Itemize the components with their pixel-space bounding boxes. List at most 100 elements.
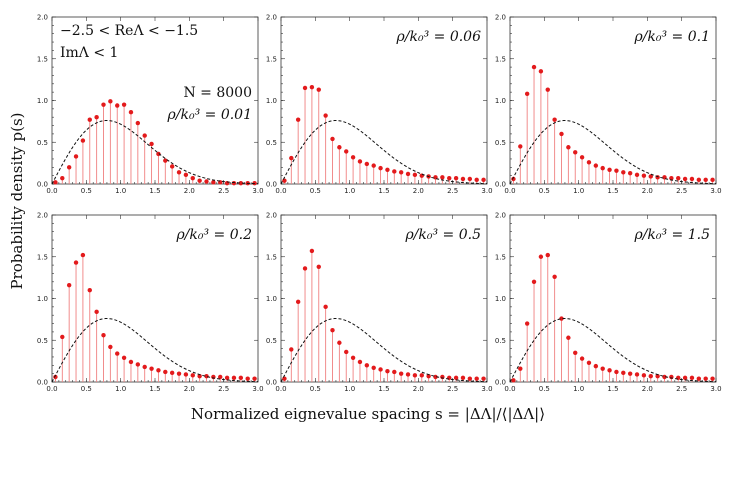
x-tick-label: 2.0 xyxy=(642,385,653,393)
data-point xyxy=(282,376,287,381)
data-point xyxy=(696,376,702,381)
y-tick-label: 1.5 xyxy=(495,253,506,261)
y-tick-label: 1.5 xyxy=(495,55,506,63)
data-point xyxy=(398,371,404,376)
x-tick-label: 2.5 xyxy=(218,385,229,393)
data-point xyxy=(710,177,715,183)
data-point xyxy=(392,369,397,375)
data-point xyxy=(600,165,605,171)
y-tick-label: 0.0 xyxy=(266,181,277,189)
data-point xyxy=(600,366,605,371)
data-point xyxy=(627,170,633,176)
data-point xyxy=(197,178,202,183)
data-point xyxy=(634,372,640,377)
data-point xyxy=(648,174,653,179)
y-tick-label: 2.0 xyxy=(266,14,277,22)
data-point xyxy=(703,376,708,381)
y-tick-label: 1.0 xyxy=(266,295,277,303)
x-tick-label: 0.0 xyxy=(275,385,286,393)
data-point xyxy=(481,177,486,183)
data-point xyxy=(559,316,564,321)
data-point xyxy=(73,260,79,265)
data-point xyxy=(460,375,466,381)
data-point xyxy=(607,167,612,173)
y-tick-label: 2.0 xyxy=(37,212,48,220)
data-point xyxy=(94,115,99,120)
x-tick-label: 0.5 xyxy=(539,187,550,195)
x-tick-label: 2.0 xyxy=(184,187,195,195)
data-point xyxy=(676,175,681,181)
x-tick-label: 3.0 xyxy=(710,385,721,393)
data-point xyxy=(573,350,578,355)
data-point xyxy=(648,373,653,379)
panel-label: ρ/k₀³ = 0.1 xyxy=(633,29,710,45)
data-point xyxy=(323,304,328,310)
y-tick-label: 0.5 xyxy=(266,139,277,147)
x-tick-label: 2.5 xyxy=(447,187,458,195)
data-point xyxy=(66,165,72,170)
data-point xyxy=(330,136,335,142)
data-point xyxy=(80,138,86,143)
panel-note-real-range: −2.5 < ReΛ < −1.5 xyxy=(60,23,198,39)
data-point xyxy=(392,169,397,174)
x-tick-label: 2.0 xyxy=(413,385,424,393)
data-point xyxy=(696,177,702,183)
data-point xyxy=(330,328,335,333)
y-tick-label: 1.5 xyxy=(37,253,48,261)
data-point xyxy=(467,176,473,182)
panel-label: ρ/k₀³ = 1.5 xyxy=(633,227,710,243)
data-point xyxy=(87,287,92,293)
y-tick-label: 1.5 xyxy=(266,253,277,261)
data-point xyxy=(662,374,667,380)
x-tick-label: 3.0 xyxy=(252,385,263,393)
data-point xyxy=(398,170,404,175)
data-point xyxy=(115,351,120,356)
panel-label: ρ/k₀³ = 0.5 xyxy=(404,227,481,243)
data-point xyxy=(474,376,479,381)
data-point xyxy=(128,109,134,115)
data-point xyxy=(552,117,557,122)
data-point xyxy=(204,179,209,184)
data-point xyxy=(135,362,141,367)
data-point xyxy=(621,170,626,175)
data-point xyxy=(545,87,550,92)
data-point xyxy=(66,282,72,288)
data-point xyxy=(433,374,438,380)
data-point xyxy=(101,333,106,338)
data-point xyxy=(405,171,411,177)
data-point xyxy=(586,160,592,165)
data-point xyxy=(566,335,571,340)
data-point xyxy=(115,103,120,108)
data-point xyxy=(710,376,715,381)
panel-note-n: N = 8000 xyxy=(183,85,252,101)
data-point xyxy=(641,173,647,178)
y-tick-label: 1.0 xyxy=(495,97,506,105)
data-point xyxy=(337,145,342,150)
data-point xyxy=(73,154,79,159)
y-tick-label: 2.0 xyxy=(495,212,506,220)
x-tick-label: 3.0 xyxy=(481,385,492,393)
y-tick-label: 0.0 xyxy=(495,181,506,189)
data-point xyxy=(538,69,544,74)
y-tick-label: 0.5 xyxy=(37,139,48,147)
data-point xyxy=(302,85,308,91)
data-point xyxy=(53,180,58,185)
data-point xyxy=(80,252,86,258)
x-tick-label: 1.0 xyxy=(344,385,355,393)
data-point xyxy=(190,373,195,378)
data-point xyxy=(350,155,356,160)
panel-top-middle: 0.0 0.5 1.0 1.5 2.0 2.5 3.0 0.0 0.5 1.0 1.5 2.0 ρ/k₀… xyxy=(266,14,493,196)
data-point xyxy=(238,180,244,186)
x-tick-label: 0.5 xyxy=(310,187,321,195)
data-point xyxy=(108,99,113,104)
data-point xyxy=(524,321,530,326)
data-point xyxy=(607,368,612,373)
panel-bottom-middle: 0.0 0.5 1.0 1.5 2.0 2.5 3.0 0.0 0.5 1.0 1.5 2.0 ρ/k₀… xyxy=(266,212,493,394)
data-point xyxy=(440,175,445,180)
data-point xyxy=(149,366,154,371)
y-axis-title: Probability density p(s) xyxy=(8,112,26,289)
data-point xyxy=(142,133,147,138)
y-tick-label: 1.0 xyxy=(37,97,48,105)
data-point xyxy=(511,378,516,383)
data-point xyxy=(405,372,411,377)
